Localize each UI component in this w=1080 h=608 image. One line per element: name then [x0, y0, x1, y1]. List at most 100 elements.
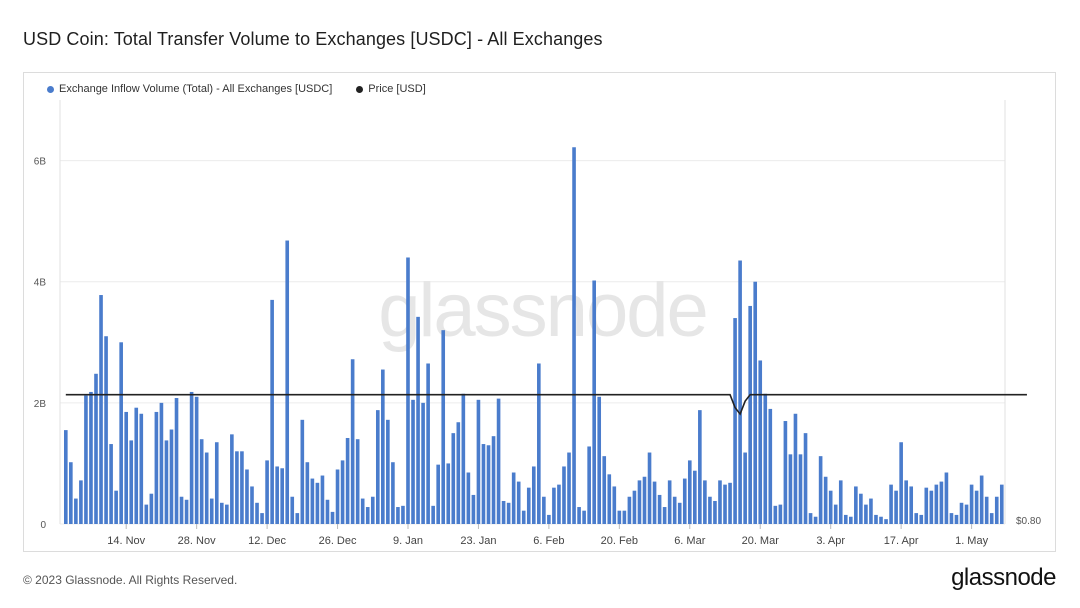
bar: [235, 451, 239, 524]
bar: [270, 299, 274, 524]
bar: [642, 476, 647, 524]
y-tick-label: 6B: [34, 157, 47, 168]
bar: [305, 462, 310, 524]
bar: [969, 484, 974, 524]
bar: [994, 496, 999, 524]
bar: [240, 451, 244, 524]
bar: [869, 498, 873, 524]
bar: [79, 480, 83, 524]
bar: [139, 413, 144, 524]
bar: [999, 484, 1004, 524]
bar: [672, 496, 677, 524]
bar: [954, 514, 959, 524]
bar: [627, 496, 632, 524]
bar: [496, 398, 501, 524]
bar: [184, 499, 189, 524]
bar: [562, 466, 566, 524]
x-tick-label: 6. Feb: [533, 535, 564, 547]
bar: [934, 484, 939, 524]
bar: [446, 463, 451, 524]
bar: [798, 454, 803, 524]
bar: [919, 514, 924, 524]
bar: [823, 476, 828, 524]
bar: [214, 442, 219, 524]
bar: [788, 454, 793, 524]
bar: [104, 336, 108, 524]
bar: [491, 436, 496, 524]
x-tick-label: 12. Dec: [248, 535, 286, 547]
bar: [768, 408, 773, 524]
bar: [899, 442, 903, 524]
bar: [315, 482, 320, 524]
bar: [516, 481, 521, 524]
bar: [632, 490, 637, 524]
bar: [199, 439, 204, 524]
bar: [542, 496, 546, 524]
glassnode-logo[interactable]: glassnode: [951, 564, 1056, 591]
bar: [728, 482, 732, 524]
legend-item-price[interactable]: Price [USD]: [356, 83, 426, 95]
x-tick-label: 1. May: [955, 535, 989, 547]
bar: [753, 281, 758, 524]
bar: [375, 410, 380, 524]
bar: [461, 393, 466, 524]
bar: [617, 510, 622, 524]
bar: [99, 295, 103, 524]
bar: [813, 516, 818, 524]
bar: [718, 480, 722, 524]
bar: [652, 481, 657, 524]
bar: [612, 486, 617, 524]
bar: [74, 498, 78, 524]
bar: [657, 494, 662, 524]
bar: [360, 498, 365, 524]
bar: [159, 402, 164, 524]
bar: [552, 487, 556, 524]
bar: [622, 510, 627, 524]
bar: [879, 516, 883, 524]
legend-dot-icon: [47, 85, 54, 93]
bar: [370, 496, 375, 524]
bar: [904, 480, 908, 524]
legend-label-inflow: Exchange Inflow Volume (Total) - All Exc…: [59, 83, 333, 95]
bar: [778, 504, 783, 524]
bar: [506, 502, 511, 524]
bar: [828, 490, 833, 524]
bar: [909, 486, 914, 524]
bar: [174, 398, 179, 524]
bar: [597, 396, 602, 524]
x-tick-label: 23. Jan: [460, 535, 496, 547]
bar: [607, 474, 612, 524]
bar: [733, 318, 737, 524]
bar: [451, 433, 456, 524]
bar: [84, 395, 88, 524]
bar: [914, 513, 919, 524]
bar: [531, 466, 536, 524]
bar: [401, 505, 405, 524]
bar: [481, 444, 486, 524]
bar: [225, 504, 229, 524]
bar: [471, 494, 476, 524]
bar: [849, 516, 853, 524]
bar: [381, 369, 385, 524]
right-axis-label: $0.80: [1016, 516, 1041, 527]
watermark: glassnode: [378, 268, 707, 353]
bar: [119, 342, 123, 524]
bar: [431, 505, 435, 524]
bar: [295, 513, 300, 524]
bar: [129, 440, 134, 524]
x-tick-label: 20. Mar: [742, 535, 780, 547]
bar: [944, 472, 949, 524]
bar: [441, 330, 446, 524]
legend-item-inflow[interactable]: Exchange Inflow Volume (Total) - All Exc…: [47, 83, 332, 95]
copyright-text: © 2023 Glassnode. All Rights Reserved.: [23, 573, 238, 587]
bar: [693, 470, 697, 524]
bar: [396, 507, 400, 524]
bar: [773, 505, 778, 524]
bar: [874, 514, 878, 524]
bar: [521, 510, 526, 524]
bar: [466, 472, 471, 524]
x-tick-label: 28. Nov: [178, 535, 216, 547]
bar: [386, 419, 390, 524]
bar: [723, 484, 727, 524]
